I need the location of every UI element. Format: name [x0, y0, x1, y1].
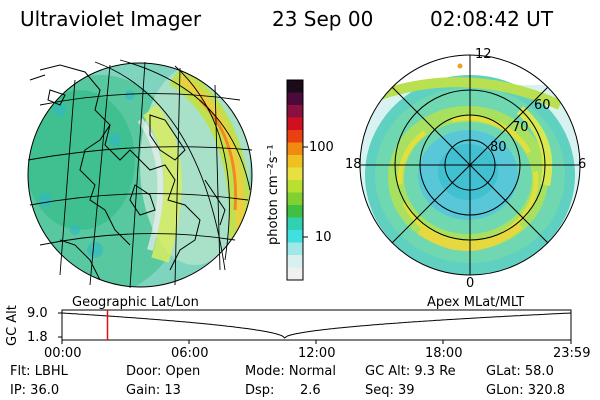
- mlt-label-12: 12: [475, 47, 492, 62]
- altitude-ylabel: GC Alt: [5, 305, 20, 346]
- colorbar-tick-10: 10: [315, 230, 332, 245]
- colorbar-cell: [287, 255, 303, 268]
- status-mode: Mode: Normal: [245, 364, 336, 379]
- time-tick-2359: 23:59: [553, 346, 591, 361]
- polar-image: [359, 54, 581, 276]
- colorbar-cell: [287, 105, 303, 118]
- colorbar: [286, 79, 308, 281]
- mlt-label-18: 18: [345, 157, 362, 172]
- left-projection-label: Geographic Lat/Lon: [72, 295, 199, 310]
- mlat-label-80: 80: [490, 140, 507, 155]
- colorbar-cell: [287, 180, 303, 193]
- altitude-ytick-low: 1.8: [27, 330, 48, 345]
- status-dsp-label: Dsp:: [245, 383, 275, 398]
- status-gain: Gain: 13: [126, 383, 181, 398]
- colorbar-cell: [287, 142, 303, 156]
- status-ip: IP: 36.0: [10, 383, 60, 398]
- geographic-graticule: [27, 59, 253, 289]
- colorbar-cell: [287, 217, 303, 231]
- observation-date: 23 Sep 00: [272, 7, 374, 31]
- colorbar-cell: [287, 130, 303, 143]
- mlt-label-6: 6: [578, 157, 587, 172]
- time-tick-0000: 00:00: [44, 346, 82, 361]
- status-gc-alt: GC Alt: 9.3 Re: [365, 364, 456, 379]
- mlt-label-0: 0: [466, 276, 475, 291]
- status-seq: Seq: 39: [365, 383, 415, 398]
- colorbar-cell: [287, 205, 303, 218]
- time-tick-1200: 12:00: [298, 346, 336, 361]
- geographic-image: [27, 59, 253, 289]
- altitude-curve: [61, 312, 572, 339]
- status-door: Door: Open: [126, 364, 201, 379]
- coastline: [29, 64, 226, 281]
- status-dsp-value: 2.6: [300, 383, 321, 398]
- polar-grid: [359, 54, 581, 276]
- colorbar-cell: [287, 230, 303, 243]
- time-tick-1800: 18:00: [425, 346, 463, 361]
- observation-time: 02:08:42 UT: [430, 7, 554, 31]
- status-filter: Flt: LBHL: [10, 364, 68, 379]
- colorbar-cell: [287, 267, 303, 281]
- status-glon: GLon: 320.8: [486, 383, 566, 398]
- mlat-label-60: 60: [534, 98, 551, 113]
- instrument-title: Ultraviolet Imager: [20, 7, 202, 31]
- right-projection-label: Apex MLat/MLT: [427, 295, 525, 310]
- colorbar-cell: [287, 192, 303, 206]
- status-glat: GLat: 58.0: [486, 364, 554, 379]
- colorbar-cell: [287, 155, 303, 168]
- colorbar-cell: [287, 117, 303, 131]
- colorbar-cell: [287, 167, 303, 181]
- colorbar-cell: [287, 92, 303, 106]
- time-tick-0600: 06:00: [171, 346, 209, 361]
- colorbar-cell: [287, 80, 303, 93]
- altitude-ytick-high: 9.0: [27, 306, 48, 321]
- colorbar-cell: [287, 242, 303, 256]
- geographic-disk-outline: [27, 62, 253, 288]
- colorbar-tick-100: 100: [309, 140, 334, 155]
- mlat-label-70: 70: [512, 120, 529, 135]
